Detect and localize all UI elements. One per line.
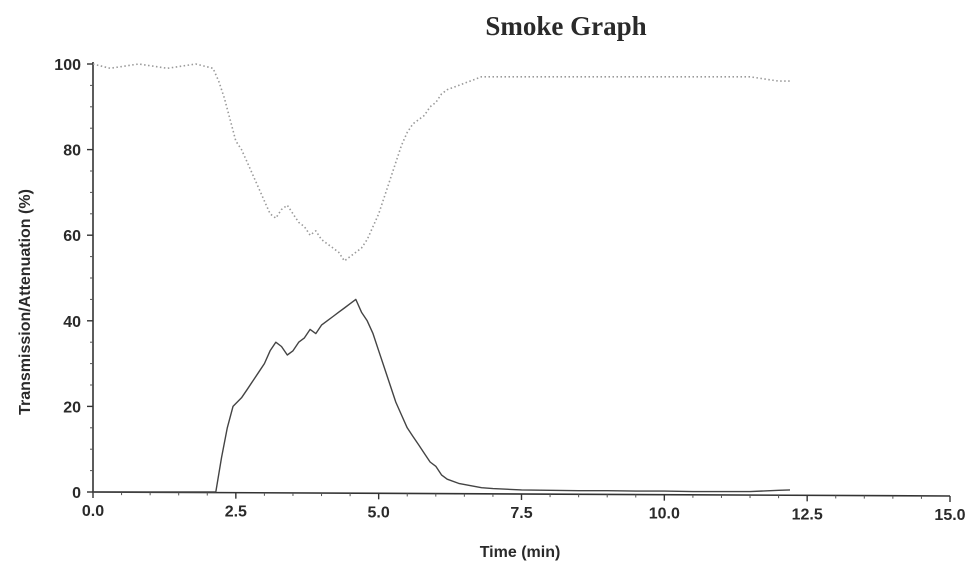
x-tick-label: 10.0 [649, 506, 680, 523]
x-axis-label: Time (min) [480, 544, 561, 561]
y-tick-label: 80 [63, 143, 81, 160]
y-tick-label: 20 [63, 399, 81, 416]
attenuation-series-line [93, 298, 791, 493]
chart-title: Smoke Graph [485, 11, 646, 41]
x-axis-ticks: 0.0 2.5 5.0 7.5 10.0 12.5 15.0 [82, 492, 966, 524]
y-axis-label: Transmission/Attenuation (%) [17, 189, 34, 415]
x-tick-label: 15.0 [934, 507, 965, 524]
transmission-series-line [92, 63, 790, 262]
x-tick-label: 12.5 [792, 506, 823, 523]
x-tick-label: 2.5 [225, 504, 247, 521]
y-axis-ticks: 0 20 40 60 80 100 [54, 57, 93, 502]
series-group [92, 63, 791, 493]
axes [92, 62, 951, 497]
x-tick-label: 7.5 [510, 505, 532, 522]
y-tick-label: 100 [54, 57, 81, 74]
y-tick-label: 0 [72, 485, 81, 502]
x-tick-label: 5.0 [368, 504, 390, 521]
y-tick-label: 40 [63, 314, 81, 331]
y-tick-label: 60 [63, 228, 81, 245]
x-tick-label: 0.0 [82, 503, 104, 520]
